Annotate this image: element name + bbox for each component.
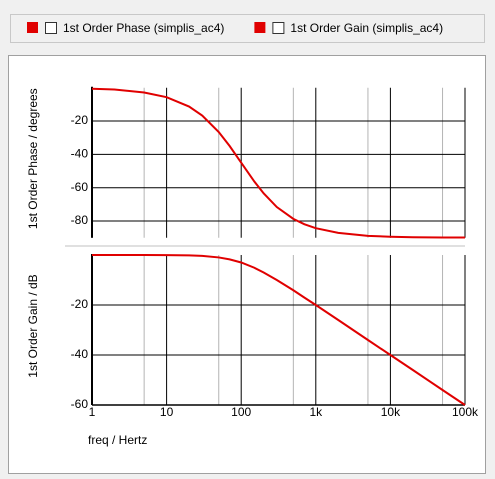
y-tick-label: -40: [71, 147, 89, 161]
y-tick-label: -60: [71, 180, 89, 194]
legend-checkbox[interactable]: [45, 22, 57, 34]
y-tick-label: -20: [71, 113, 89, 127]
series-line: [91, 87, 465, 239]
legend-box: [10, 14, 485, 43]
legend-label: 1st Order Phase (simplis_ac4): [63, 21, 224, 35]
y-axis-label: 1st Order Gain / dB: [26, 274, 40, 377]
y-tick-label: -40: [71, 347, 89, 361]
x-axis-label: freq / Hertz: [88, 433, 147, 447]
x-tick-label: 100: [231, 405, 251, 419]
x-tick-label: 1: [89, 405, 96, 419]
y-tick-label: -20: [71, 297, 89, 311]
x-tick-label: 10k: [381, 405, 401, 419]
x-tick-label: 1k: [309, 405, 323, 419]
legend-label: 1st Order Gain (simplis_ac4): [290, 21, 443, 35]
y-axis-label: 1st Order Phase / degrees: [26, 88, 40, 229]
legend-swatch: [254, 22, 266, 33]
x-tick-label: 100k: [452, 405, 479, 419]
legend-checkbox[interactable]: [272, 22, 285, 34]
series-line: [92, 254, 466, 406]
legend-swatch: [27, 22, 38, 33]
y-tick-label: -80: [71, 213, 89, 227]
y-tick-label: -60: [71, 397, 89, 411]
x-tick-label: 10: [160, 405, 174, 419]
